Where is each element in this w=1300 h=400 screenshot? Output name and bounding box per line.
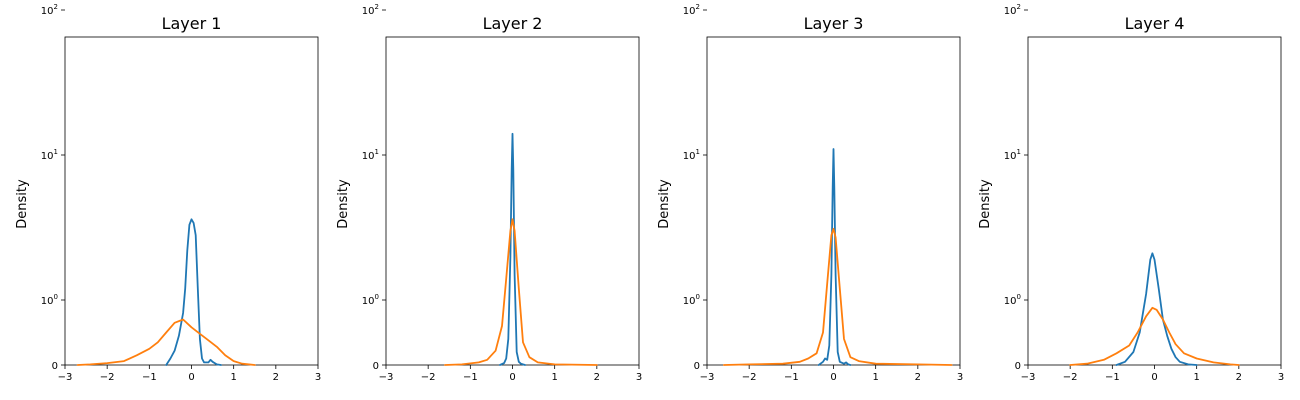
y-axis-label: Density: [657, 179, 672, 229]
x-tick-label: −3: [379, 372, 394, 383]
x-tick-label: 3: [315, 372, 321, 383]
y-axis-label: Density: [978, 179, 993, 229]
x-tick-label: 0: [830, 372, 836, 383]
y-tick-label: 102: [41, 3, 58, 17]
y-tick-label: 100: [41, 293, 58, 307]
x-tick-label: 2: [915, 372, 921, 383]
y-tick-label: 0: [1015, 361, 1021, 372]
density-curve-1: [165, 218, 222, 366]
x-tick-label: −3: [58, 372, 73, 383]
y-tick-label: 0: [373, 361, 379, 372]
x-tick-label: −1: [1105, 372, 1120, 383]
axes-frame: [385, 36, 640, 366]
x-tick-label: 3: [1278, 372, 1284, 383]
x-tick-label: −2: [1063, 372, 1078, 383]
x-tick-label: 1: [872, 372, 878, 383]
density-curve-2: [444, 218, 598, 366]
x-tick-label: −3: [700, 372, 715, 383]
axes-frame: [706, 36, 961, 366]
x-tick-label: −1: [463, 372, 478, 383]
x-tick-label: 1: [230, 372, 236, 383]
x-tick-label: 2: [1236, 372, 1242, 383]
y-tick-label: 0: [52, 361, 58, 372]
density-curve-2: [76, 318, 256, 366]
y-axis-label: Density: [15, 179, 30, 229]
x-tick-label: −1: [142, 372, 157, 383]
density-curve-1: [817, 148, 852, 366]
panel-title: Layer 2: [483, 14, 543, 33]
panel-3: Layer 3 Density −3 −2 −1 0 1 2 3 0 100 101 102: [657, 3, 963, 383]
x-tick-label: −3: [1021, 372, 1036, 383]
panel-title: Layer 1: [162, 14, 222, 33]
y-axis-label: Density: [336, 179, 351, 229]
axes-frame: [64, 36, 319, 366]
density-curve-1: [1115, 252, 1198, 366]
x-tick-label: 0: [509, 372, 515, 383]
density-curve-1: [499, 132, 526, 366]
x-tick-label: 0: [188, 372, 194, 383]
x-tick-label: −2: [421, 372, 436, 383]
panel-title: Layer 4: [1125, 14, 1185, 33]
y-tick-label: 102: [362, 3, 379, 17]
y-tick-label: 0: [694, 361, 700, 372]
y-tick-label: 101: [1004, 148, 1021, 162]
x-tick-label: −2: [742, 372, 757, 383]
x-tick-label: 3: [957, 372, 963, 383]
y-tick-label: 100: [683, 293, 700, 307]
y-tick-label: 101: [41, 148, 58, 162]
y-tick-label: 101: [683, 148, 700, 162]
x-tick-label: 3: [636, 372, 642, 383]
y-tick-label: 102: [683, 3, 700, 17]
x-tick-label: 1: [1193, 372, 1199, 383]
y-tick-label: 100: [1004, 293, 1021, 307]
panel-1: Layer 1 Density −3 −2 −1 0 1 2 3 0 100 101 102: [15, 3, 321, 383]
x-tick-label: 1: [551, 372, 557, 383]
x-tick-label: −2: [100, 372, 115, 383]
axes-frame: [1027, 36, 1282, 366]
panel-title: Layer 3: [804, 14, 864, 33]
y-tick-label: 102: [1004, 3, 1021, 17]
x-tick-label: −1: [784, 372, 799, 383]
density-curve-2: [1069, 306, 1240, 366]
x-tick-label: 2: [273, 372, 279, 383]
x-tick-label: 2: [594, 372, 600, 383]
panel-2: Layer 2 Density −3 −2 −1 0 1 2 3 0 100 101 102: [336, 3, 642, 383]
density-curve-2: [723, 227, 953, 366]
x-tick-label: 0: [1151, 372, 1157, 383]
y-tick-label: 100: [362, 293, 379, 307]
y-tick-label: 101: [362, 148, 379, 162]
panel-4: Layer 4 Density −3 −2 −1 0 1 2 3 0 100 101 102: [978, 3, 1284, 383]
